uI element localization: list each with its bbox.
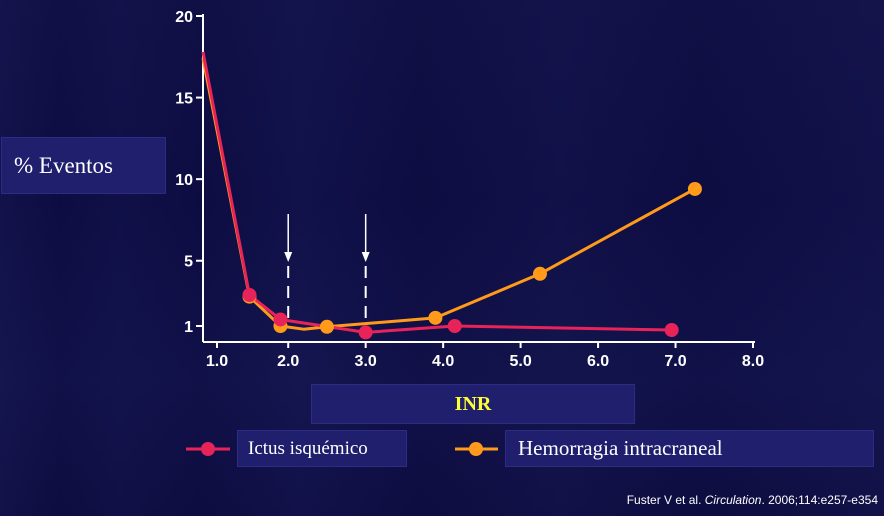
data-point-1 <box>687 181 702 196</box>
data-point-0 <box>358 325 373 340</box>
annotations <box>284 214 370 326</box>
x-axis-label: INR <box>311 384 635 424</box>
y-tick-label: 15 <box>175 91 193 108</box>
legend-item-hemorragia-label: Hemorragia intracraneal <box>505 430 874 467</box>
y-tick-label: 20 <box>175 9 193 26</box>
data-point-0 <box>447 319 462 333</box>
series-line-0 <box>201 51 672 334</box>
x-tick-label: 7.0 <box>664 353 686 370</box>
citation-rest: . 2006;114:e257-e354 <box>761 493 878 507</box>
arrow-head-icon <box>361 252 370 262</box>
data-point-0 <box>273 312 288 327</box>
y-axis-label: % Eventos <box>1 137 166 194</box>
x-tick-label: 6.0 <box>587 353 609 370</box>
x-tick-label: 4.0 <box>432 353 454 370</box>
data-point-1 <box>319 319 334 334</box>
x-tick-label: 3.0 <box>355 353 377 370</box>
series-line-1 <box>201 58 696 331</box>
legend-lines <box>186 442 498 456</box>
series <box>201 51 702 340</box>
data-point-1 <box>428 310 443 325</box>
y-tick-label: 5 <box>184 254 193 271</box>
data-point-1 <box>532 266 547 281</box>
citation-authors: Fuster V et al. <box>626 493 705 507</box>
x-tick-label: 8.0 <box>742 353 764 370</box>
citation-journal: Circulation <box>704 493 762 507</box>
legend-item-ictus-label: Ictus isquémico <box>237 430 407 467</box>
y-tick-label: 1 <box>184 319 193 336</box>
x-tick-label: 2.0 <box>277 353 299 370</box>
x-tick-label: 5.0 <box>509 353 531 370</box>
legend-marker-hemorragia-icon <box>469 442 483 456</box>
citation: Fuster V et al. Circulation. 2006;114:e2… <box>627 493 878 507</box>
data-point-0 <box>664 323 679 337</box>
arrow-head-icon <box>284 252 293 262</box>
y-tick-label: 10 <box>175 172 193 189</box>
legend-marker-ictus-icon <box>201 442 215 456</box>
data-point-0 <box>242 288 257 302</box>
x-tick-label: 1.0 <box>206 353 228 370</box>
